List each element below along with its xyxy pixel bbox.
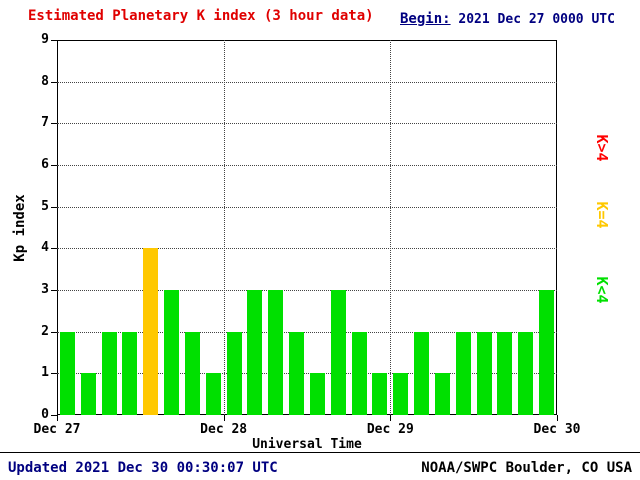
y-gridline [57, 81, 557, 83]
y-tick [51, 248, 57, 250]
y-tick-label: 6 [41, 157, 49, 172]
y-gridline [57, 206, 557, 208]
kp-bar [59, 331, 75, 415]
kp-bar [434, 373, 450, 415]
kp-bar [205, 373, 221, 415]
kp-bar [476, 331, 492, 415]
y-tick [51, 40, 57, 41]
kp-bar [414, 331, 430, 415]
kp-bar [497, 331, 513, 415]
kp-bar [122, 331, 138, 415]
y-gridline [57, 290, 557, 291]
x-tick-label: Dec 29 [366, 422, 414, 437]
begin-label: Begin: [400, 11, 451, 27]
y-tick-label: 4 [41, 240, 49, 256]
kp-bar [289, 331, 305, 415]
footer-divider [0, 452, 640, 453]
x-tick-label: Dec 30 [533, 422, 581, 437]
source-attribution: NOAA/SWPC Boulder, CO USA [421, 460, 632, 476]
kp-bar [455, 331, 471, 415]
kp-bar [247, 290, 263, 415]
updated-timestamp: Updated 2021 Dec 30 00:30:07 UTC [8, 460, 278, 476]
kp-bar [518, 331, 534, 415]
x-tick-label: Dec 27 [33, 422, 81, 437]
chart-title: Estimated Planetary K index (3 hour data… [28, 8, 374, 24]
kp-bar [372, 373, 388, 415]
y-tick-label: 2 [41, 323, 49, 339]
kp-bar [226, 331, 242, 415]
y-tick-label: 1 [41, 365, 49, 381]
x-tick [557, 415, 558, 421]
y-gridline [57, 123, 557, 125]
y-gridline [57, 373, 557, 375]
kp-bar [393, 373, 409, 415]
kp-bar [80, 373, 96, 415]
y-tick [51, 165, 57, 166]
x-tick-label: Dec 28 [200, 422, 248, 437]
kp-bar [351, 331, 367, 415]
y-tick-label: 5 [41, 198, 49, 214]
y-axis-title: Kp index [12, 194, 28, 262]
kp-bar [164, 290, 180, 415]
kp-bar [539, 290, 555, 415]
y-gridline [57, 331, 557, 333]
plot-frame [57, 40, 557, 415]
x-axis-title: Universal Time [252, 437, 362, 452]
y-tick [51, 415, 57, 416]
y-gridline [57, 165, 557, 166]
kp-bar [309, 373, 325, 415]
y-tick [51, 123, 57, 125]
kp-bar [101, 331, 117, 415]
legend-k-eq-4: K=4 [593, 201, 611, 229]
y-tick-label: 7 [41, 115, 49, 131]
y-tick-label: 8 [41, 73, 49, 89]
y-tick-label: 3 [41, 282, 49, 297]
legend-k-gt-4: K>4 [593, 134, 611, 162]
y-tick [51, 373, 57, 375]
legend-k-lt-4: K<4 [593, 276, 611, 304]
begin-value: 2021 Dec 27 0000 UTC [450, 12, 615, 27]
x-tick [390, 415, 392, 421]
y-tick [51, 290, 57, 291]
y-tick-label: 0 [41, 407, 49, 422]
x-tick [57, 415, 58, 421]
y-tick [51, 206, 57, 208]
x-gridline [223, 40, 225, 415]
kp-bar [268, 290, 284, 415]
x-gridline [390, 40, 392, 415]
y-tick-label: 9 [41, 32, 49, 47]
begin-text: Begin: 2021 Dec 27 0000 UTC [400, 11, 615, 27]
kp-bar [330, 290, 346, 415]
y-tick [51, 331, 57, 333]
kp-bar [143, 248, 159, 415]
x-tick [223, 415, 225, 421]
y-gridline [57, 248, 557, 250]
y-tick [51, 81, 57, 83]
kp-bar [184, 331, 200, 415]
